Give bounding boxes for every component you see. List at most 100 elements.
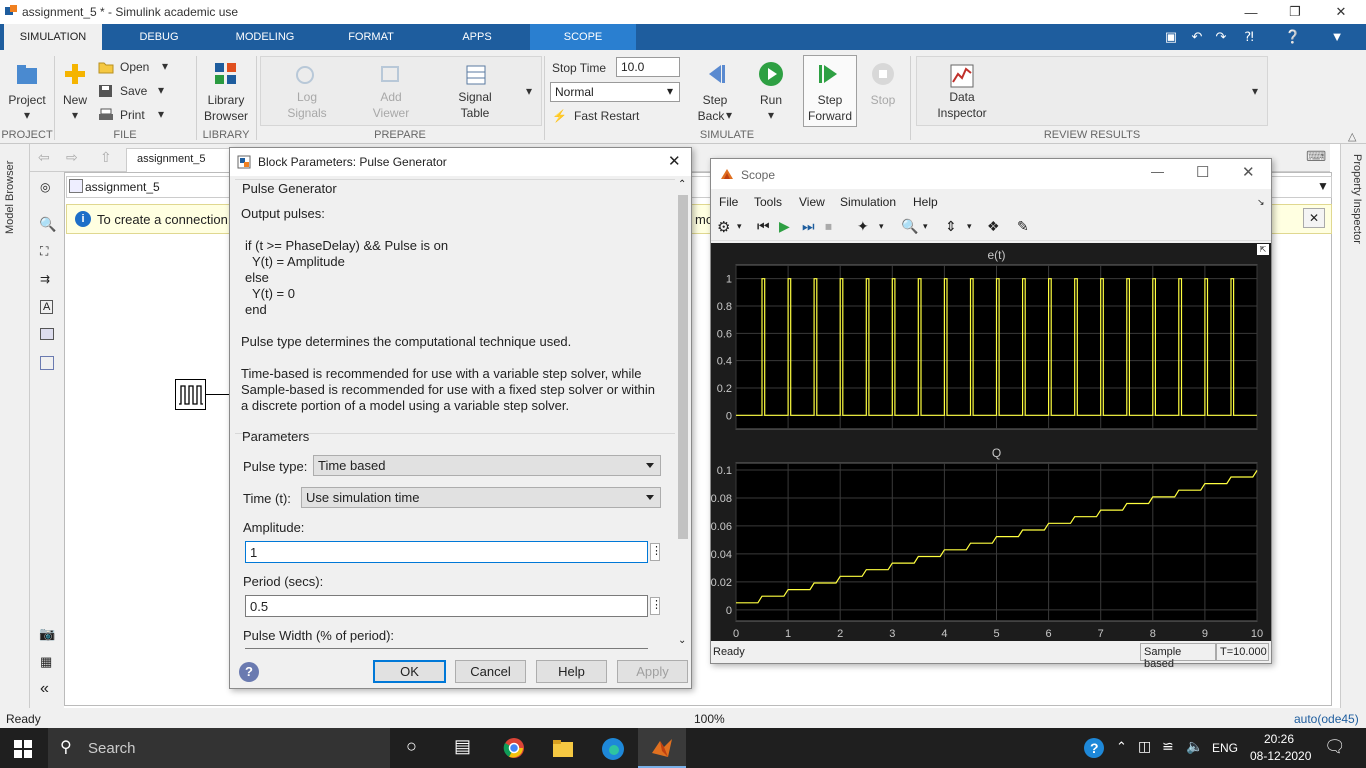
taskbar-search[interactable]: ⚲ Search	[48, 728, 390, 768]
project-dropdown-icon[interactable]: ▾	[23, 108, 31, 122]
print-dropdown-icon[interactable]: ▾	[158, 107, 165, 121]
step-back-scope-icon[interactable]: ⏮	[757, 218, 770, 234]
file-explorer-icon[interactable]	[552, 738, 574, 758]
ribbon-collapse-icon[interactable]: △	[1348, 131, 1357, 143]
help-icon[interactable]: ❔	[1284, 29, 1302, 44]
pulse-type-select[interactable]: Time based	[313, 455, 661, 476]
stop-time-input[interactable]: 10.0	[616, 57, 680, 77]
area-icon[interactable]	[40, 356, 54, 370]
collapse-palette-icon[interactable]: «	[40, 680, 49, 697]
new-button[interactable]: New	[62, 93, 87, 107]
solver-link[interactable]: auto(ode45)	[1294, 712, 1359, 726]
scope-maximize-button[interactable]: ☐	[1196, 164, 1210, 181]
edge-icon[interactable]	[601, 737, 625, 761]
battery-icon[interactable]: ◫	[1138, 738, 1152, 754]
apply-button[interactable]: Apply	[617, 660, 688, 683]
highlight-icon[interactable]: ✦	[857, 218, 869, 234]
back-icon[interactable]: ⇦	[38, 149, 50, 165]
help-circle-icon[interactable]: ?	[239, 662, 259, 682]
notification-icon[interactable]: 🗨	[1324, 737, 1346, 756]
fit-view-icon[interactable]: ⛶	[40, 244, 49, 258]
forward-icon[interactable]: ⇨	[66, 149, 78, 165]
triggers-icon[interactable]: ❖	[987, 218, 1000, 234]
prepare-expand-icon[interactable]: ▾	[526, 84, 533, 98]
undock-icon[interactable]: ⇱	[1257, 244, 1269, 255]
model-browser-tab[interactable]: Model Browser	[4, 160, 16, 234]
period-menu-icon[interactable]: ⋮	[650, 597, 662, 615]
settings-dropdown-icon[interactable]: ▾	[737, 221, 742, 231]
clock-time[interactable]: 20:26	[1264, 732, 1295, 746]
help-button[interactable]: Help	[536, 660, 607, 683]
data-inspector-label-line1[interactable]: Data	[949, 90, 975, 104]
add-viewer-label-line2[interactable]: Viewer	[372, 106, 410, 120]
highlight-dropdown-icon[interactable]: ▾	[879, 221, 884, 231]
language-indicator[interactable]: ENG	[1212, 741, 1239, 755]
signal-line[interactable]	[206, 394, 230, 395]
signal-table-label-line1[interactable]: Signal	[458, 90, 492, 104]
scope-minimize-button[interactable]: —	[1151, 164, 1164, 179]
task-view-icon[interactable]: ▤	[454, 736, 472, 756]
scroll-thumb[interactable]	[678, 195, 688, 539]
zoom-dropdown-icon[interactable]: ▾	[923, 221, 928, 231]
arrow-icon[interactable]: ⇉	[40, 272, 51, 286]
volume-icon[interactable]: 🔈	[1186, 738, 1204, 754]
log-signals-label-line2[interactable]: Signals	[287, 106, 327, 120]
print-button[interactable]: Print	[120, 108, 145, 122]
run-scope-icon[interactable]: ▶	[779, 218, 790, 234]
wifi-icon[interactable]: ≌	[1162, 738, 1174, 754]
model-data-icon[interactable]: ▦	[40, 654, 53, 669]
step-back-label-line1[interactable]: Step	[702, 93, 728, 107]
redo-icon[interactable]: ↷	[1215, 29, 1227, 44]
image-icon[interactable]	[40, 328, 54, 340]
menu-dock-icon[interactable]: ↘	[1257, 197, 1265, 207]
pulse-width-input[interactable]	[245, 648, 648, 650]
open-dropdown-icon[interactable]: ▾	[162, 59, 169, 73]
step-back-dropdown-icon[interactable]: ▾	[726, 108, 733, 122]
windows-start-icon[interactable]	[14, 740, 32, 758]
data-inspector-label-line2[interactable]: Inspector	[937, 106, 987, 120]
step-back-label-line2[interactable]: Back	[697, 109, 725, 123]
signal-table-label-line2[interactable]: Table	[460, 106, 490, 120]
zoom-icon[interactable]: 🔍	[39, 216, 57, 232]
dialog-close-icon[interactable]: ✕	[668, 153, 681, 170]
clock-date[interactable]: 08-12-2020	[1250, 749, 1312, 763]
pulse-generator-block[interactable]	[175, 379, 206, 410]
menu-simulation[interactable]: Simulation	[840, 195, 897, 209]
tab-simulation[interactable]: SIMULATION	[4, 24, 102, 50]
project-button[interactable]: Project	[8, 93, 46, 107]
cortana-icon[interactable]: ○	[406, 736, 417, 756]
tab-modeling[interactable]: MODELING	[235, 31, 295, 43]
amplitude-menu-icon[interactable]: ⋮	[650, 543, 662, 561]
amplitude-input[interactable]: 1	[245, 541, 648, 563]
simulation-mode-select[interactable]: Normal ▾	[550, 82, 680, 102]
edit-icon[interactable]: ✎	[1017, 218, 1029, 234]
hide-explorer-icon[interactable]: ◎	[40, 180, 51, 194]
menu-view[interactable]: View	[799, 195, 825, 209]
menu-file[interactable]: File	[719, 195, 739, 209]
close-info-icon[interactable]: ✕	[1303, 208, 1325, 228]
matlab-taskbar-button[interactable]	[638, 728, 686, 768]
save-quick-icon[interactable]: ▣	[1164, 29, 1178, 44]
open-button[interactable]: Open	[120, 60, 150, 74]
model-tab[interactable]: assignment_5	[126, 148, 238, 172]
stop-button[interactable]: Stop	[870, 93, 896, 107]
minimize-button[interactable]: —	[1244, 4, 1258, 20]
ok-button[interactable]: OK	[373, 660, 446, 683]
undo-icon[interactable]: ↶	[1191, 29, 1203, 44]
add-viewer-label-line1[interactable]: Add	[380, 90, 402, 104]
tray-expand-icon[interactable]: ⌃	[1116, 739, 1127, 754]
tab-debug[interactable]: DEBUG	[139, 31, 179, 43]
menu-help[interactable]: Help	[913, 195, 938, 209]
save-dropdown-icon[interactable]: ▾	[158, 83, 165, 97]
library-browser-label-line2[interactable]: Browser	[203, 109, 248, 123]
step-forward-button[interactable]	[803, 55, 857, 127]
review-expand-icon[interactable]: ▾	[1252, 84, 1259, 98]
tab-format[interactable]: FORMAT	[348, 31, 394, 43]
breadcrumb-dropdown-icon[interactable]: ▼	[1317, 179, 1329, 193]
chrome-icon[interactable]	[503, 737, 525, 759]
annotation-icon[interactable]: A	[40, 300, 54, 314]
scroll-down-icon[interactable]: ⌄	[678, 635, 687, 646]
tab-apps[interactable]: APPS	[462, 31, 492, 43]
step-forward-scope-icon[interactable]: ⏭	[802, 218, 815, 234]
help-tray-icon[interactable]: ?	[1083, 737, 1105, 759]
